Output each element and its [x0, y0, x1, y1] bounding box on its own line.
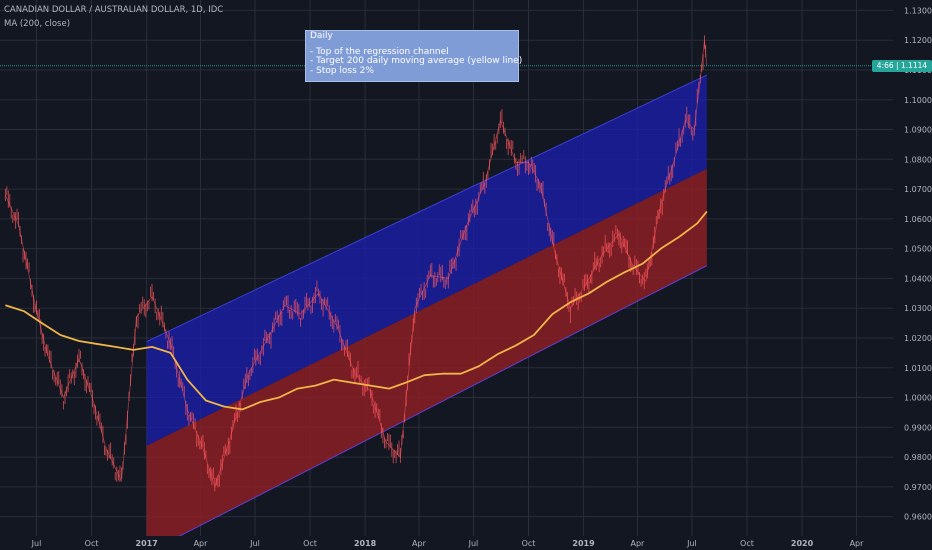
y-tick-label: 1.0300: [904, 304, 932, 313]
separator: |: [896, 60, 901, 70]
time-axis[interactable]: [0, 536, 932, 550]
moving-average-series: [5, 210, 708, 411]
moving-average-line: [5, 210, 708, 411]
x-axis: Jul Oct 2017 Apr Jul Oct 2018 Apr Jul Oct 2019 Apr J…: [31, 539, 864, 548]
y-tick-label: 0.9700: [904, 483, 932, 492]
x-tick-label: Jul: [249, 539, 260, 548]
x-tick-label: Apr: [850, 539, 865, 548]
y-tick-label: 1.1200: [904, 36, 932, 45]
y-tick-label: 1.0100: [904, 364, 932, 373]
x-tick-label: Jul: [31, 539, 42, 548]
y-tick-label: 1.0400: [904, 274, 932, 283]
x-tick-label: Oct: [522, 539, 536, 548]
last-price-value: 1.1114: [900, 60, 928, 70]
annotation-line: - Target 200 daily moving average (yello…: [310, 56, 523, 67]
annotation-line: - Stop loss 2%: [310, 65, 374, 76]
x-tick-label: Jul: [468, 539, 479, 548]
y-tick-label: 0.9900: [904, 423, 932, 432]
y-tick-label: 0.9600: [904, 513, 932, 522]
annotation-box[interactable]: Daily - Top of the regression channel - …: [305, 30, 523, 82]
y-tick-label: 1.0900: [904, 126, 932, 135]
lower-channel-line: [151, 265, 708, 550]
chart-title: CANADIAN DOLLAR / AUSTRALIAN DOLLAR, 1D,…: [4, 5, 224, 15]
x-tick-label: Oct: [303, 539, 317, 548]
indicator-label[interactable]: MA (200, close): [4, 19, 71, 29]
price-axis[interactable]: [893, 0, 932, 536]
upper-channel-line: [146, 74, 708, 343]
x-tick-label: 2020: [791, 539, 814, 548]
countdown-label: 4:66: [876, 60, 894, 70]
last-price-tag: 4:66 | 1.1114: [872, 59, 932, 72]
x-tick-label: Apr: [631, 539, 646, 548]
x-tick-label: Jul: [686, 539, 697, 548]
y-tick-label: 1.0700: [904, 185, 932, 194]
y-tick-label: 1.0600: [904, 215, 932, 224]
y-tick-label: 1.0000: [904, 394, 932, 403]
x-tick-label: Apr: [194, 539, 209, 548]
annotation-line: - Top of the regression channel: [310, 46, 449, 57]
y-tick-label: 0.9800: [904, 453, 932, 462]
y-tick-label: 1.0800: [904, 155, 932, 164]
annotation-heading: Daily: [310, 31, 333, 41]
y-tick-label: 1.1300: [904, 6, 932, 15]
regression-channel: [146, 74, 708, 550]
x-tick-label: Oct: [740, 539, 754, 548]
y-tick-label: 1.0500: [904, 245, 932, 254]
y-tick-label: 1.1000: [904, 96, 932, 105]
x-tick-label: 2018: [354, 539, 377, 548]
price-line: [5, 40, 708, 489]
x-tick-label: 2019: [572, 539, 595, 548]
x-tick-label: Apr: [412, 539, 427, 548]
price-series: [4, 35, 708, 492]
y-tick-label: 1.0200: [904, 334, 932, 343]
lower-channel-band: [146, 168, 707, 550]
x-tick-label: 2017: [136, 539, 158, 548]
x-tick-label: Oct: [85, 539, 99, 548]
upper-channel-band: [146, 75, 707, 446]
